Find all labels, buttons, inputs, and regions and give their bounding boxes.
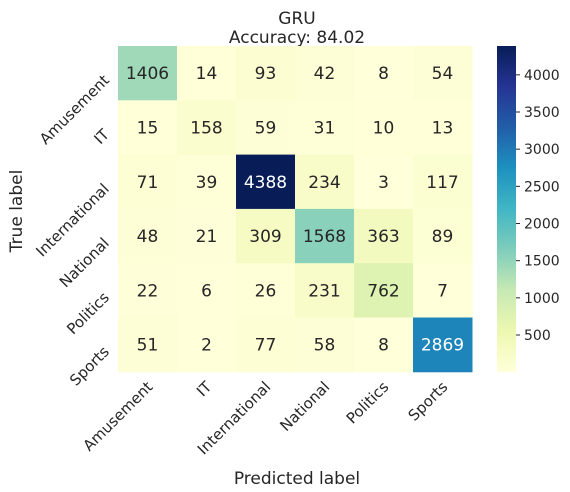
cell-value-label: 8 bbox=[378, 64, 389, 84]
cell-value-label: 14 bbox=[196, 64, 218, 84]
y-tick-label: National bbox=[56, 234, 113, 291]
colorbar-tick-label: 1500 bbox=[524, 254, 560, 270]
heatmap-cell bbox=[354, 100, 414, 156]
heatmap-cells: 1406 14 93 42 8 54 15 158 59 31 10 13 71 39 4388 234 3 11… bbox=[118, 46, 473, 373]
heatmap-cell bbox=[177, 46, 237, 101]
heatmap-cell bbox=[413, 154, 473, 210]
heatmap-cell bbox=[295, 317, 355, 373]
cell-value-label: 59 bbox=[255, 118, 277, 138]
chart-title: GRU bbox=[278, 9, 315, 29]
cell-value-label: 1406 bbox=[126, 64, 169, 84]
cell-value-label: 4388 bbox=[244, 173, 287, 193]
heatmap-cell bbox=[177, 154, 237, 210]
heatmap-cell bbox=[177, 263, 237, 318]
heatmap-cell bbox=[413, 46, 473, 101]
cell-value-label: 158 bbox=[190, 118, 222, 138]
heatmap-cell bbox=[236, 154, 296, 210]
heatmap-cell bbox=[118, 263, 178, 318]
heatmap-cell bbox=[295, 46, 355, 101]
heatmap-cell bbox=[236, 208, 296, 264]
colorbar-tick-label: 4000 bbox=[524, 68, 560, 84]
colorbar-tick-label: 1000 bbox=[524, 291, 560, 307]
heatmap-cell bbox=[118, 46, 178, 101]
heatmap-cell bbox=[295, 154, 355, 210]
heatmap-cell bbox=[236, 100, 296, 156]
heatmap-cell bbox=[118, 154, 178, 210]
heatmap-cell bbox=[354, 208, 414, 264]
heatmap-cell bbox=[236, 46, 296, 101]
cell-value-label: 26 bbox=[255, 281, 277, 301]
cell-value-label: 48 bbox=[137, 227, 159, 247]
cell-value-label: 309 bbox=[249, 227, 281, 247]
heatmap-cell bbox=[354, 154, 414, 210]
heatmap-cell bbox=[295, 100, 355, 156]
cell-value-label: 762 bbox=[367, 281, 399, 301]
y-tick-label: Sports bbox=[66, 343, 113, 390]
heatmap-cell bbox=[354, 46, 414, 101]
cell-value-label: 2869 bbox=[421, 336, 464, 356]
y-tick-label: IT bbox=[90, 125, 113, 148]
heatmap-cell bbox=[177, 100, 237, 156]
cell-value-label: 2 bbox=[201, 336, 212, 356]
x-tick-label: Amusement bbox=[79, 378, 156, 455]
heatmap-cell bbox=[413, 263, 473, 318]
heatmap-cell bbox=[118, 208, 178, 264]
heatmap-cell bbox=[236, 317, 296, 373]
x-tick-label: Sports bbox=[405, 378, 452, 425]
cell-value-label: 6 bbox=[201, 281, 212, 301]
cell-value-label: 22 bbox=[137, 281, 159, 301]
cell-value-label: 13 bbox=[432, 118, 454, 138]
cell-value-label: 231 bbox=[308, 281, 340, 301]
x-tick-label: IT bbox=[193, 377, 216, 400]
cell-value-label: 363 bbox=[367, 227, 399, 247]
cell-value-label: 1568 bbox=[303, 227, 346, 247]
heatmap-cell bbox=[413, 317, 473, 373]
colorbar bbox=[497, 46, 516, 372]
x-tick-label: National bbox=[276, 378, 333, 435]
cell-value-label: 89 bbox=[432, 227, 454, 247]
heatmap-cell bbox=[354, 263, 414, 318]
y-tick-labels: AmusementITInternationalNationalPolitics… bbox=[32, 71, 113, 389]
cell-value-label: 8 bbox=[378, 336, 389, 356]
heatmap-cell bbox=[295, 208, 355, 264]
y-axis-label: True label bbox=[7, 170, 27, 254]
heatmap-cell bbox=[118, 317, 178, 373]
colorbar-tick-label: 2500 bbox=[524, 179, 560, 195]
heatmap-cell bbox=[177, 317, 237, 373]
cell-value-label: 234 bbox=[308, 173, 340, 193]
colorbar-tick-label: 3500 bbox=[524, 105, 560, 121]
cell-value-label: 3 bbox=[378, 173, 389, 193]
x-axis-label: Predicted label bbox=[234, 469, 360, 489]
cell-value-label: 71 bbox=[137, 173, 159, 193]
heatmap-cell bbox=[118, 100, 178, 156]
cell-value-label: 7 bbox=[437, 281, 448, 301]
heatmap-cell bbox=[413, 208, 473, 264]
cell-value-label: 117 bbox=[426, 173, 458, 193]
colorbar-tick-label: 3000 bbox=[524, 142, 560, 158]
colorbar-tick-label: 500 bbox=[524, 328, 551, 344]
cell-value-label: 42 bbox=[314, 64, 336, 84]
heatmap-cell bbox=[295, 263, 355, 318]
heatmap-cell bbox=[177, 208, 237, 264]
cell-value-label: 15 bbox=[137, 118, 159, 138]
chart-subtitle: Accuracy: 84.02 bbox=[229, 28, 365, 48]
colorbar-tick-label: 2000 bbox=[524, 216, 560, 232]
cell-value-label: 93 bbox=[255, 64, 277, 84]
cell-value-label: 77 bbox=[255, 336, 277, 356]
cell-value-label: 31 bbox=[314, 118, 336, 138]
cell-value-label: 21 bbox=[196, 227, 218, 247]
x-tick-label: Politics bbox=[343, 378, 393, 428]
y-tick-label: Politics bbox=[63, 288, 113, 338]
colorbar-ticks: 500 1000 1500 2000 2500 3000 3500 4000 bbox=[516, 68, 560, 344]
heatmap-cell bbox=[413, 100, 473, 156]
heatmap-cell bbox=[354, 317, 414, 373]
cell-value-label: 10 bbox=[373, 118, 395, 138]
cell-value-label: 51 bbox=[137, 336, 159, 356]
heatmap-cell bbox=[236, 263, 296, 318]
cell-value-label: 58 bbox=[314, 336, 336, 356]
cell-value-label: 54 bbox=[432, 64, 454, 84]
cell-value-label: 39 bbox=[196, 173, 218, 193]
